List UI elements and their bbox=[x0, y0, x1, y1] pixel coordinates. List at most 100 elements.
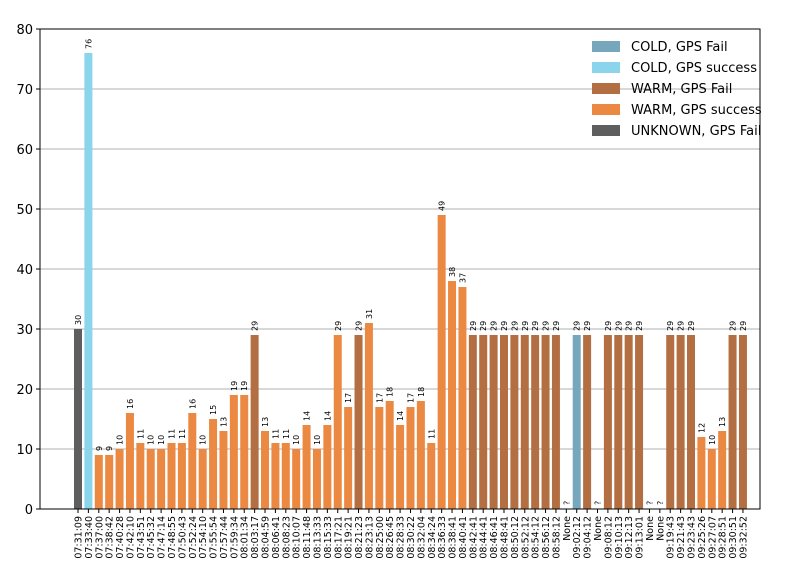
bar-value-label: 10 bbox=[147, 435, 156, 445]
bar-value-label: 19 bbox=[240, 381, 249, 391]
bar-value-label: 14 bbox=[303, 411, 312, 421]
bar bbox=[333, 335, 342, 509]
x-tick-label: 09:28:51 bbox=[718, 516, 729, 559]
bar bbox=[718, 431, 727, 509]
bar bbox=[292, 449, 301, 509]
bar-value-label: 11 bbox=[282, 429, 291, 439]
bar bbox=[157, 449, 166, 509]
x-tick-label: 08:13:33 bbox=[312, 516, 323, 559]
bar-value-label: 29 bbox=[531, 321, 540, 331]
x-tick-label: 08:26:45 bbox=[385, 516, 396, 559]
bar bbox=[115, 449, 124, 509]
bar-value-label: 13 bbox=[219, 417, 228, 427]
bar bbox=[375, 407, 384, 509]
bar-value-label: 49 bbox=[438, 201, 447, 211]
bar-value-label: 15 bbox=[209, 405, 218, 415]
x-tick-label: 07:38:42 bbox=[105, 516, 116, 559]
x-tick-label: 09:12:13 bbox=[624, 516, 635, 559]
bar-value-label: 29 bbox=[251, 321, 260, 331]
x-tick-label: 08:38:41 bbox=[448, 516, 459, 559]
y-tick-label: 10 bbox=[16, 443, 33, 458]
bar bbox=[271, 443, 280, 509]
bar bbox=[448, 281, 457, 509]
x-tick-label: 08:08:23 bbox=[281, 516, 292, 559]
x-tick-label: 09:27:07 bbox=[707, 516, 718, 559]
bar-value-label: 29 bbox=[583, 321, 592, 331]
bar bbox=[188, 413, 197, 509]
bar bbox=[499, 335, 508, 509]
legend-swatch-cold_fail bbox=[592, 41, 620, 52]
bar-value-label: 11 bbox=[427, 429, 436, 439]
bar bbox=[177, 443, 186, 509]
x-tick-label: 08:58:12 bbox=[551, 516, 562, 559]
bar-value-label: 11 bbox=[178, 429, 187, 439]
x-axis: 07:31:09 07:33:40 07:37:00 07:38:42 07:40:28… bbox=[74, 509, 749, 559]
bar-value-label: 19 bbox=[230, 381, 239, 391]
bar bbox=[541, 335, 550, 509]
bar-value-label: 9 bbox=[105, 446, 114, 451]
bar-value-label: 14 bbox=[323, 411, 332, 421]
x-tick-label: 09:23:43 bbox=[687, 516, 698, 559]
x-tick-label: 08:17:21 bbox=[333, 516, 344, 559]
x-tick-label: 08:48:41 bbox=[499, 516, 510, 559]
bar bbox=[396, 425, 405, 509]
bar bbox=[531, 335, 540, 509]
x-tick-label: 09:19:43 bbox=[666, 516, 677, 559]
bar-value-label: 11 bbox=[136, 429, 145, 439]
x-tick-label: 07:50:43 bbox=[177, 516, 188, 559]
bar bbox=[738, 335, 747, 509]
bar bbox=[250, 335, 259, 509]
x-tick-label: None bbox=[655, 516, 666, 541]
bar bbox=[676, 335, 685, 509]
x-tick-label: 08:46:41 bbox=[489, 516, 500, 559]
x-tick-label: 07:48:55 bbox=[167, 516, 178, 559]
bar bbox=[94, 455, 103, 509]
bar-value-label: 29 bbox=[729, 321, 738, 331]
bar bbox=[416, 401, 425, 509]
bar bbox=[489, 335, 498, 509]
bar-value-label: 18 bbox=[417, 387, 426, 397]
bar bbox=[728, 335, 737, 509]
bar-value-label: 29 bbox=[500, 321, 509, 331]
bar-value-label: 18 bbox=[386, 387, 395, 397]
bar bbox=[551, 335, 560, 509]
x-tick-label: 07:43:51 bbox=[136, 516, 147, 559]
y-tick-label: 70 bbox=[16, 83, 33, 98]
bar-value-label: 29 bbox=[552, 321, 561, 331]
bars bbox=[74, 53, 747, 509]
bar bbox=[603, 335, 612, 509]
x-tick-label: 07:45:32 bbox=[146, 516, 157, 559]
bar bbox=[74, 329, 82, 509]
bar-value-label: 29 bbox=[604, 321, 613, 331]
x-tick-label: 09:30:51 bbox=[728, 516, 739, 559]
bar-value-label: 16 bbox=[126, 399, 135, 409]
bar-value-label: 29 bbox=[521, 321, 530, 331]
bar bbox=[240, 395, 249, 509]
bar bbox=[364, 323, 373, 509]
bar-value-label: 29 bbox=[666, 321, 675, 331]
x-tick-label: 07:47:14 bbox=[157, 516, 168, 559]
x-tick-label: 08:30:22 bbox=[406, 516, 417, 559]
x-tick-label: 08:10:07 bbox=[292, 516, 303, 559]
bar bbox=[146, 449, 155, 509]
x-tick-label: 09:04:12 bbox=[583, 516, 594, 559]
legend-swatch-unknown_fail bbox=[592, 125, 620, 136]
legend-label-unknown_fail: UNKNOWN, GPS Fail bbox=[631, 124, 761, 139]
bar-value-label: 29 bbox=[614, 321, 623, 331]
x-tick-label: 07:52:24 bbox=[188, 516, 199, 559]
bar bbox=[198, 449, 207, 509]
y-tick-label: 40 bbox=[16, 263, 33, 278]
bar-value-label: 11 bbox=[271, 429, 280, 439]
bar-value-label: 29 bbox=[490, 321, 499, 331]
x-tick-label: 08:40:41 bbox=[458, 516, 469, 559]
bar bbox=[167, 443, 176, 509]
bar bbox=[281, 443, 290, 509]
bar bbox=[136, 443, 145, 509]
x-tick-label: 08:54:12 bbox=[531, 516, 542, 559]
bar bbox=[84, 53, 93, 509]
bar-value-label: 13 bbox=[718, 417, 727, 427]
bar-value-label: 17 bbox=[344, 393, 353, 403]
legend-label-cold_fail: COLD, GPS Fail bbox=[631, 40, 728, 55]
bar bbox=[105, 455, 114, 509]
